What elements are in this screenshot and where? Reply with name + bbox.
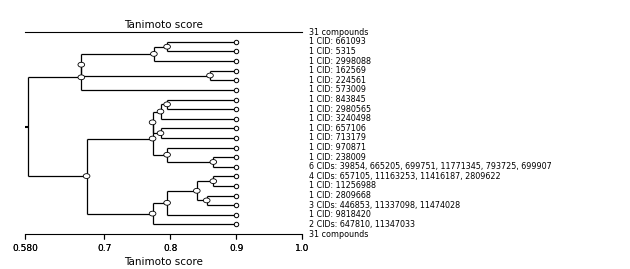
Text: 1 CID: 713179: 1 CID: 713179 (309, 133, 366, 143)
Circle shape (78, 62, 84, 67)
Text: 1 CID: 9818420: 1 CID: 9818420 (309, 210, 370, 219)
Circle shape (78, 75, 84, 80)
Text: 1 CID: 11256988: 1 CID: 11256988 (309, 182, 375, 190)
Text: 1 CID: 661093: 1 CID: 661093 (309, 37, 365, 46)
Circle shape (164, 152, 171, 157)
Circle shape (157, 109, 164, 114)
Circle shape (193, 188, 200, 193)
Text: 1 CID: 224561: 1 CID: 224561 (309, 76, 366, 85)
Text: 4 CIDs: 657105, 11163253, 11416187, 2809622: 4 CIDs: 657105, 11163253, 11416187, 2809… (309, 172, 500, 181)
Text: 1 CID: 970871: 1 CID: 970871 (309, 143, 366, 152)
Text: 1 CID: 573009: 1 CID: 573009 (309, 86, 366, 94)
Text: 6 CIDs: 39854, 665205, 699751, 11771345, 793725, 699907: 6 CIDs: 39854, 665205, 699751, 11771345,… (309, 162, 551, 171)
Text: 1 CID: 162569: 1 CID: 162569 (309, 66, 366, 75)
Text: 1 CID: 238009: 1 CID: 238009 (309, 153, 365, 162)
X-axis label: Tanimoto score: Tanimoto score (124, 257, 203, 267)
Text: 31 compounds: 31 compounds (309, 229, 368, 239)
Text: 2 CIDs: 647810, 11347033: 2 CIDs: 647810, 11347033 (309, 220, 415, 229)
Text: 1 CID: 2998088: 1 CID: 2998088 (309, 56, 371, 66)
Circle shape (164, 102, 171, 107)
Text: 1 CID: 2809668: 1 CID: 2809668 (309, 191, 370, 200)
Circle shape (203, 198, 210, 203)
Text: 1 CID: 2980565: 1 CID: 2980565 (309, 105, 371, 114)
Circle shape (83, 174, 90, 179)
Text: 1 CID: 657106: 1 CID: 657106 (309, 124, 365, 133)
Circle shape (157, 131, 164, 136)
Circle shape (207, 73, 214, 78)
Text: 1 CID: 3240498: 1 CID: 3240498 (309, 114, 370, 123)
Circle shape (164, 200, 171, 205)
Text: 1 CID: 5315: 1 CID: 5315 (309, 47, 356, 56)
X-axis label: Tanimoto score: Tanimoto score (124, 20, 203, 30)
Circle shape (149, 211, 156, 216)
Text: 1 CID: 843845: 1 CID: 843845 (309, 95, 365, 104)
Circle shape (151, 51, 158, 56)
Circle shape (149, 136, 156, 141)
Circle shape (164, 44, 171, 49)
Text: 31 compounds: 31 compounds (309, 28, 368, 37)
Circle shape (149, 120, 156, 125)
Circle shape (210, 160, 217, 164)
Text: 3 CIDs: 446853, 11337098, 11474028: 3 CIDs: 446853, 11337098, 11474028 (309, 201, 460, 210)
Circle shape (210, 179, 217, 184)
